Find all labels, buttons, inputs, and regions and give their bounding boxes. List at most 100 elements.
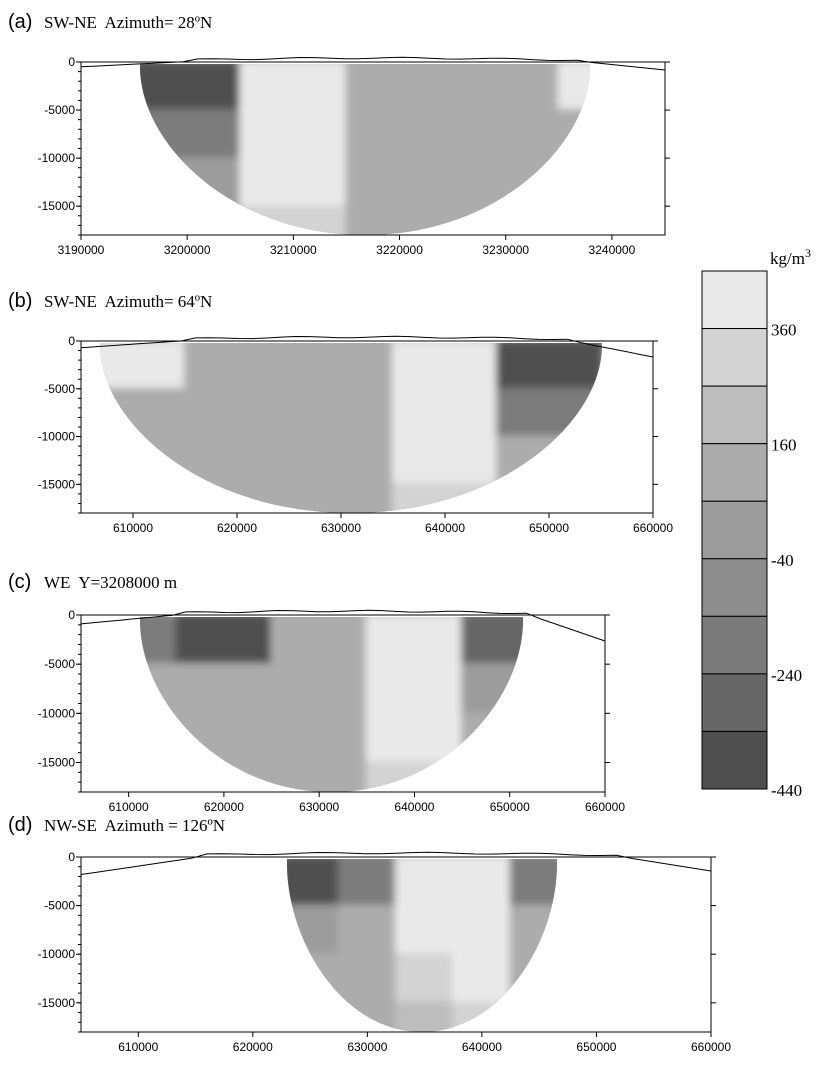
x-tick-label: 640000 [462,1040,502,1054]
colorbar-band [701,328,768,387]
density-cell [509,859,558,907]
colorbar-band [701,385,768,445]
density-cell [395,1001,455,1032]
density-cell [286,904,340,956]
density-cell [270,712,368,764]
density-cell [175,663,273,715]
density-cell [395,859,455,907]
panel-b: (b) SW-NE Azimuth= 64ºN 0 -5000 -10000 -150… [8,290,673,535]
x-tick-label: 610000 [109,800,149,814]
topography-line [80,335,654,358]
x-tick-label: 3200000 [164,243,211,257]
density-cell [365,663,464,715]
density-cell [99,435,186,486]
colorbar-tick-label: -240 [771,666,802,685]
x-tick-label: 620000 [233,1040,273,1054]
panel-a-title: SW-NE Azimuth= 28ºN [44,13,212,32]
panel-d-label: (d) [8,814,32,836]
density-cell [337,953,397,1004]
density-cell [365,617,464,666]
density-section [139,617,524,792]
density-cell [496,387,602,438]
density-cell [461,712,524,764]
density-cell [99,343,186,390]
x-tick-label: 660000 [691,1040,731,1054]
y-tick-label: -15000 [38,996,76,1010]
x-tick-label: 610000 [118,1040,158,1054]
density-section [139,64,591,235]
x-tick-label: 660000 [633,521,673,535]
panel-a-plot: 0 -5000 -10000 -15000 3190000 3200000 3210000 3… [38,55,670,257]
y-tick-label: -5000 [44,382,75,396]
density-cell [392,343,498,390]
density-cell [99,387,186,438]
density-cell [557,109,591,160]
density-cell [270,617,368,666]
density-cell [345,64,454,112]
y-tick-label: -15000 [38,199,76,213]
density-cell [452,953,512,1004]
x-tick-label: 650000 [576,1040,616,1054]
colorbar-band [701,270,768,330]
y-tick-label: -5000 [44,657,75,671]
density-cell [451,109,560,160]
density-cell [239,109,348,160]
density-cell [139,157,242,208]
x-tick-label: 3190000 [58,243,105,257]
density-cell [392,387,498,438]
topography-line [80,851,712,875]
x-tick-label: 620000 [204,800,244,814]
density-cell [288,387,394,438]
colorbar-band [701,730,768,790]
density-cell [451,64,560,112]
colorbar-band [701,443,768,502]
density-cell [184,343,290,390]
x-tick-label: 3230000 [482,243,529,257]
density-cell [239,157,348,208]
density-cell [557,157,591,208]
panel-c-plot: 0 -5000 -10000 -15000 610000 620000 630000 6400… [38,608,626,814]
panel-d: (d) NW-SE Azimuth = 126ºN 0 -5000 -10000 -1… [8,814,731,1054]
colorbar-band [701,500,768,560]
x-tick-label: 610000 [113,521,153,535]
topography-line [80,56,666,71]
density-cell [509,1001,558,1032]
x-tick-label: 620000 [217,521,257,535]
x-tick-label: 630000 [321,521,361,535]
y-tick-label: 0 [68,608,75,622]
x-tick-label: 630000 [299,800,339,814]
y-tick-label: 0 [68,334,75,348]
density-cell [139,617,178,666]
x-tick-label: 650000 [490,800,530,814]
density-cell [175,712,273,764]
x-tick-label: 660000 [585,800,625,814]
density-cell [139,663,178,715]
panel-b-plot: 0 -5000 -10000 -15000 610000 620000 630000 6400… [38,334,674,535]
colorbar-unit: kg/m3 [770,246,811,268]
y-tick-label: -15000 [38,477,76,491]
density-cell [451,157,560,208]
colorbar-tick-label: -40 [771,551,794,570]
density-cell [461,617,524,666]
panel-c-label: (c) [8,571,31,593]
density-cell [139,64,242,112]
density-cell [239,64,348,112]
panel-a-label: (a) [8,11,32,33]
y-tick-label: -10000 [38,151,76,165]
density-cell [345,109,454,160]
density-cell [139,109,242,160]
density-cell [452,904,512,956]
panel-b-title: SW-NE Azimuth= 64ºN [44,292,212,311]
density-cell [395,953,455,1004]
density-cell [288,483,394,513]
density-cell [286,1001,340,1032]
x-tick-label: 650000 [529,521,569,535]
y-tick-label: -5000 [44,103,75,117]
density-cell [270,663,368,715]
density-cell [337,859,397,907]
density-cell [365,712,464,764]
y-tick-label: -10000 [38,947,76,961]
panel-a: (a) SW-NE Azimuth= 28ºN 0 -5000 -10000 -150… [8,11,670,257]
x-tick-label: 3210000 [270,243,317,257]
